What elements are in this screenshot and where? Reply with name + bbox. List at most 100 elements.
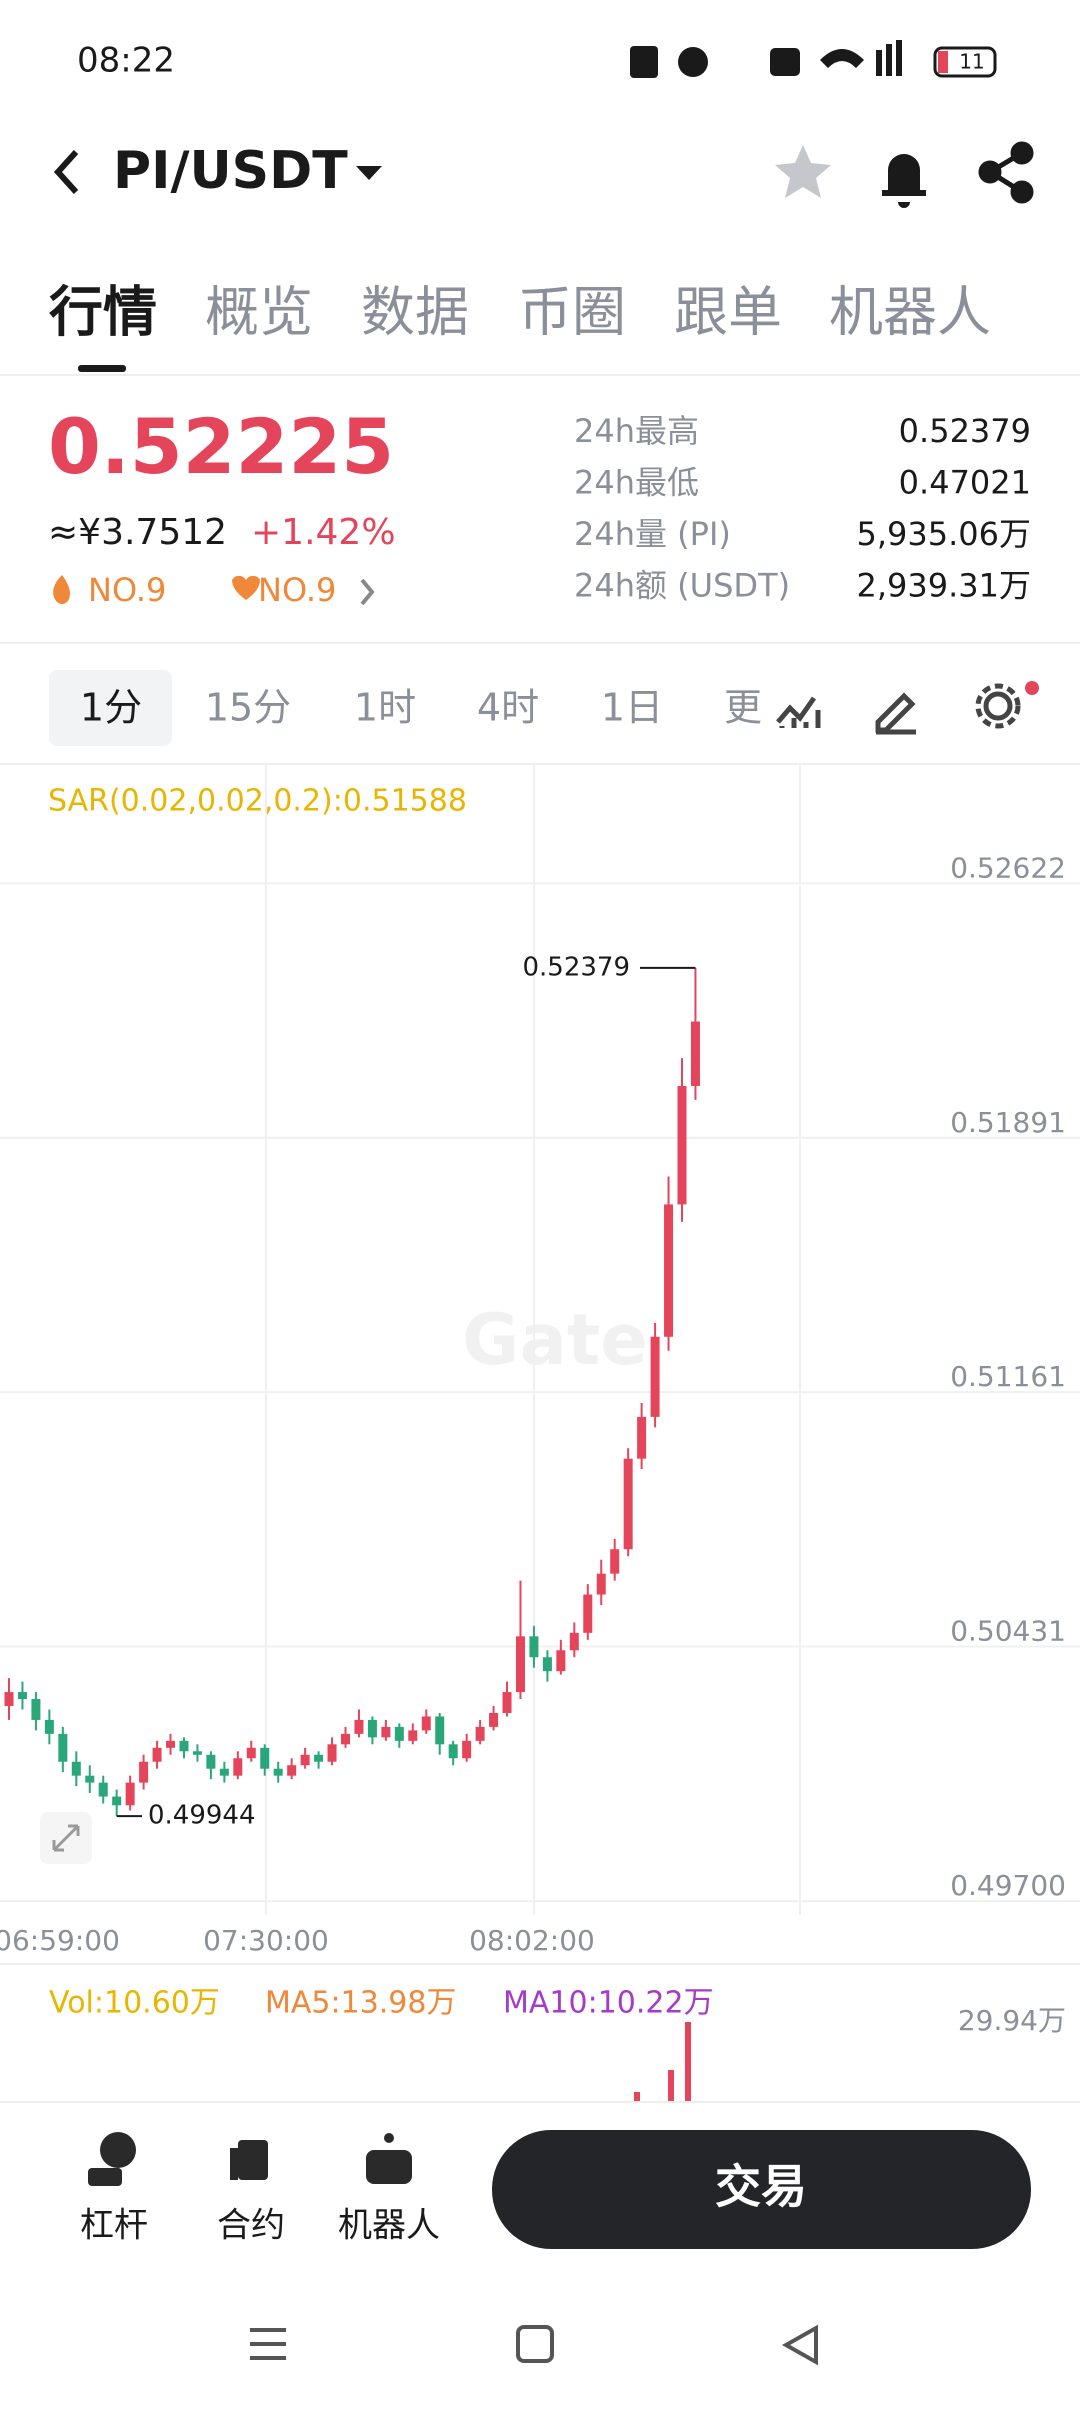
timeframe[interactable]: 4时 bbox=[477, 686, 539, 730]
candle-body bbox=[233, 1758, 243, 1776]
dropdown[interactable] bbox=[356, 166, 382, 180]
candle-body bbox=[677, 1085, 687, 1205]
candle-body bbox=[583, 1594, 593, 1633]
candle-body bbox=[300, 1754, 310, 1766]
candle-body bbox=[125, 1782, 135, 1806]
x-tick-label: 08:02:00 bbox=[469, 1924, 595, 1957]
candle-body bbox=[610, 1549, 620, 1574]
candle-body bbox=[206, 1754, 216, 1769]
candle-body bbox=[314, 1754, 324, 1762]
cny-price: ≈¥3.7512 bbox=[48, 512, 227, 553]
tab[interactable]: 币圈 bbox=[518, 281, 626, 344]
nav-item[interactable]: 机器人 bbox=[338, 2206, 440, 2246]
tab[interactable]: 跟单 bbox=[674, 281, 782, 344]
y-tick-label: 0.49700 bbox=[950, 1869, 1066, 1902]
candle-body bbox=[341, 1733, 350, 1745]
trade-button[interactable] bbox=[492, 2130, 1031, 2249]
candle-body bbox=[152, 1747, 162, 1762]
tab[interactable]: 机器人 bbox=[829, 281, 991, 344]
stat-value: 0.52379 bbox=[899, 412, 1031, 450]
chevron[interactable] bbox=[360, 578, 375, 606]
candle-body bbox=[542, 1657, 552, 1672]
y-tick-label: 0.51161 bbox=[950, 1360, 1066, 1393]
candle-body bbox=[179, 1740, 189, 1752]
fav-icon bbox=[232, 575, 260, 600]
hot-icon bbox=[53, 575, 70, 604]
candle-body bbox=[354, 1719, 364, 1734]
alert-icon[interactable] bbox=[882, 154, 926, 208]
timeframe-selected-bg bbox=[49, 670, 172, 746]
candle-body bbox=[435, 1716, 445, 1745]
candle-body bbox=[31, 1699, 41, 1720]
candle-body bbox=[408, 1730, 418, 1741]
stat-label: 24h量 (PI) bbox=[574, 515, 731, 553]
candle-body bbox=[462, 1740, 472, 1759]
candle-body bbox=[219, 1768, 229, 1776]
candle-body bbox=[650, 1336, 660, 1417]
tab[interactable]: 概览 bbox=[205, 281, 313, 344]
last-price: 0.52225 bbox=[48, 402, 394, 491]
candle-body bbox=[637, 1416, 647, 1459]
timeframe[interactable]: 1分 bbox=[80, 686, 142, 730]
stat-value: 2,939.31万 bbox=[856, 567, 1031, 605]
candle-body bbox=[381, 1726, 391, 1738]
candle-body bbox=[287, 1765, 297, 1776]
candle-body bbox=[421, 1716, 431, 1731]
candle-body bbox=[58, 1733, 68, 1762]
hot-rank[interactable]: NO.9 bbox=[88, 571, 166, 609]
candle-body bbox=[529, 1636, 539, 1658]
candle-body bbox=[192, 1751, 202, 1755]
candle-body bbox=[394, 1726, 404, 1741]
ma5-label: MA5:13.98万 bbox=[265, 1986, 456, 2021]
volume-bars bbox=[634, 2022, 691, 2102]
max-label: 0.52379 bbox=[522, 952, 630, 982]
status-time: 08:22 bbox=[77, 41, 175, 81]
star-icon[interactable] bbox=[775, 145, 831, 198]
timeframe[interactable]: 1时 bbox=[354, 686, 416, 730]
nav-item[interactable]: 合约 bbox=[217, 2206, 285, 2246]
pair-title[interactable]: PI/USDT bbox=[113, 141, 348, 201]
vol-label: Vol:10.60万 bbox=[49, 1986, 220, 2021]
candle-body bbox=[246, 1747, 256, 1759]
y-tick-label: 0.51891 bbox=[950, 1106, 1066, 1139]
candle-body bbox=[448, 1744, 458, 1759]
candle-body bbox=[515, 1636, 525, 1693]
x-tick-label: 06:59:00 bbox=[0, 1924, 120, 1957]
candle-body bbox=[475, 1726, 485, 1741]
system-nav[interactable] bbox=[250, 2324, 818, 2366]
candle-body bbox=[71, 1761, 81, 1776]
tab[interactable]: 行情 bbox=[49, 281, 157, 344]
watermark: Gate bbox=[462, 1299, 648, 1381]
stat-label: 24h最低 bbox=[574, 464, 699, 502]
candle-body bbox=[327, 1744, 337, 1762]
nav-icons bbox=[88, 2132, 412, 2186]
tab[interactable]: 数据 bbox=[361, 281, 469, 344]
trade-label[interactable]: 交易 bbox=[715, 2160, 807, 2214]
candle-body bbox=[664, 1204, 674, 1337]
x-tick-label: 07:30:00 bbox=[203, 1924, 329, 1957]
nav-item[interactable]: 杠杆 bbox=[80, 2206, 148, 2246]
candle-body bbox=[596, 1573, 606, 1595]
candle-body bbox=[489, 1712, 499, 1727]
expand-icon[interactable] bbox=[40, 1812, 92, 1864]
stat-value: 0.47021 bbox=[899, 464, 1031, 502]
timeframe[interactable]: 更 bbox=[724, 686, 762, 730]
change: +1.42% bbox=[251, 512, 396, 553]
min-label: 0.49944 bbox=[148, 1801, 256, 1831]
stat-value: 5,935.06万 bbox=[856, 515, 1031, 553]
candle-body bbox=[367, 1719, 377, 1738]
settings-badge bbox=[1025, 681, 1039, 695]
timeframe[interactable]: 15分 bbox=[205, 686, 291, 730]
candle-body bbox=[112, 1796, 122, 1806]
share-icon[interactable] bbox=[978, 141, 1034, 204]
battery: 11 bbox=[959, 50, 984, 74]
candle-body bbox=[556, 1650, 566, 1672]
fav-rank[interactable]: NO.9 bbox=[258, 571, 336, 609]
timeframe[interactable]: 1日 bbox=[601, 686, 663, 730]
back-button[interactable] bbox=[53, 149, 79, 195]
sar-indicator: SAR(0.02,0.02,0.2):0.51588 bbox=[48, 784, 467, 819]
chart-tools[interactable] bbox=[776, 683, 1021, 735]
candle-body bbox=[17, 1692, 27, 1700]
stat-label: 24h额 (USDT) bbox=[574, 567, 790, 605]
